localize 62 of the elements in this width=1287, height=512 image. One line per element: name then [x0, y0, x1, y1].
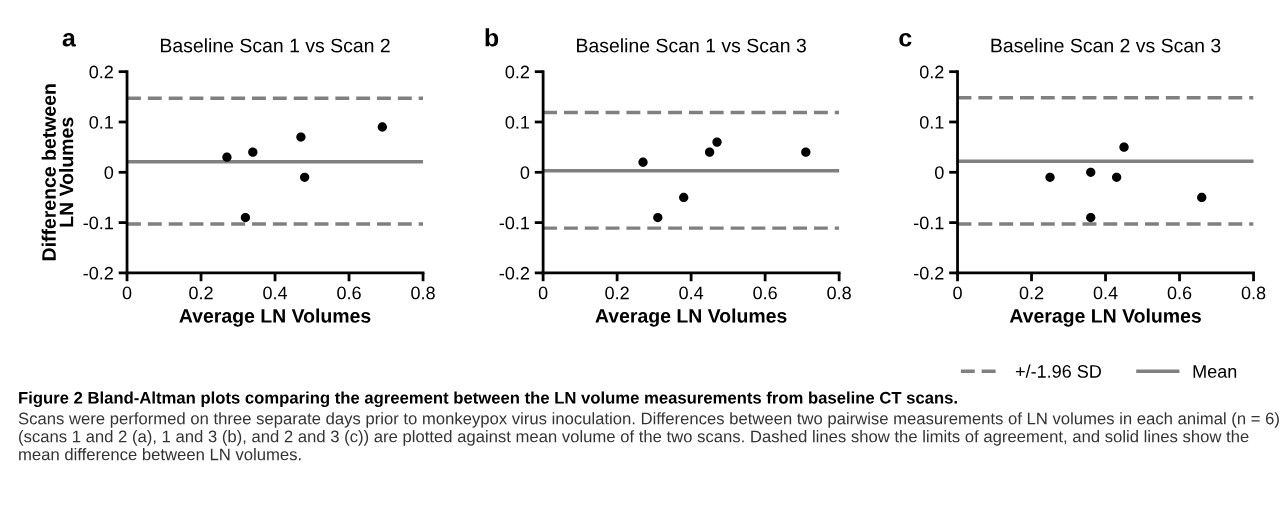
y-tick-label: -0.1 — [499, 216, 530, 230]
x-tick-label: 0.6 — [337, 286, 361, 300]
y-tick-label: 0.2 — [89, 65, 113, 79]
y-tick-label: 0.1 — [89, 115, 113, 129]
x-tick-label: 0 — [122, 286, 132, 300]
x-tick-label: 0.8 — [827, 286, 851, 300]
point — [377, 122, 387, 132]
point — [1086, 212, 1096, 223]
point — [653, 212, 663, 223]
point — [299, 172, 310, 182]
point — [296, 132, 306, 142]
x-tick-label: 0.8 — [411, 286, 435, 300]
x-tick-label: 0.8 — [1241, 286, 1266, 300]
point — [240, 212, 251, 223]
point — [1045, 172, 1055, 182]
y-tick-label: -0.2 — [914, 266, 944, 280]
x-axis-title: Average LN Volumes — [1009, 308, 1201, 327]
x-tick-label: 0.2 — [1019, 286, 1044, 300]
chart-title: Baseline Scan 2 vs Scan 3 — [991, 38, 1221, 53]
x-tick-label: 0 — [538, 286, 548, 300]
y-tick-label: -0.1 — [914, 216, 944, 230]
point — [801, 147, 811, 157]
x-tick-label: 0.6 — [1167, 286, 1192, 300]
point — [1111, 172, 1122, 182]
y-tick-label: 0 — [935, 166, 944, 180]
point — [248, 147, 258, 157]
point — [1086, 167, 1096, 177]
y-tick-label: -0.2 — [83, 266, 113, 280]
x-tick-label: 0 — [953, 286, 962, 300]
legend-label: Mean — [1193, 365, 1237, 378]
y-tick-label: 0.2 — [505, 65, 530, 79]
text: c — [899, 32, 912, 47]
text: Scans were performed on three separate days prior to monkeypox virus inoculation. Differences between two pairwise measurements of LN volumes in each animal (n = 6) (scans 1 and 2 (a), 1 and 3 (b), and 2 and 3 (c)) are plotted against mean volume of the two scans. Dashed lines show the limits of agreement, and solid lines show the mean difference between LN volumes. — [18, 412, 1279, 461]
point — [679, 192, 689, 203]
x-tick-label: 0.2 — [605, 286, 629, 300]
x-axis-title: Average LN Volumes — [179, 308, 371, 327]
y-tick-label: -0.2 — [499, 266, 530, 280]
y-tick-label: 0.2 — [919, 65, 944, 79]
x-tick-label: 0.4 — [679, 286, 704, 300]
x-tick-label: 0.2 — [189, 286, 213, 300]
x-tick-label: 0.4 — [1093, 286, 1118, 300]
y-tick-label: 0 — [104, 166, 114, 180]
point — [704, 147, 715, 157]
caption: Figure 2 Bland-Altman plots comparing the agreement between the LN volume measurements from baseline CT scans. — [19, 391, 957, 408]
chart-title: Baseline Scan 1 vs Scan 2 — [160, 38, 390, 53]
text: a — [62, 32, 76, 47]
y-tick-label: 0 — [520, 166, 530, 180]
x-tick-label: 0.6 — [753, 286, 777, 300]
point — [1119, 142, 1129, 152]
y-tick-label: 0.1 — [505, 115, 530, 129]
y-axis-title: Difference between LN Volumes — [41, 84, 74, 261]
legend-label: +/-1.96 SD — [1015, 364, 1101, 378]
point — [712, 137, 722, 147]
y-tick-label: -0.1 — [83, 216, 113, 230]
x-tick-label: 0.4 — [263, 286, 288, 300]
point — [1197, 192, 1207, 203]
text: b — [485, 28, 499, 47]
x-axis-title: Average LN Volumes — [595, 308, 787, 327]
chart-title: Baseline Scan 1 vs Scan 3 — [577, 38, 806, 53]
point — [638, 157, 648, 167]
point — [222, 152, 232, 162]
y-tick-label: 0.1 — [919, 115, 944, 129]
